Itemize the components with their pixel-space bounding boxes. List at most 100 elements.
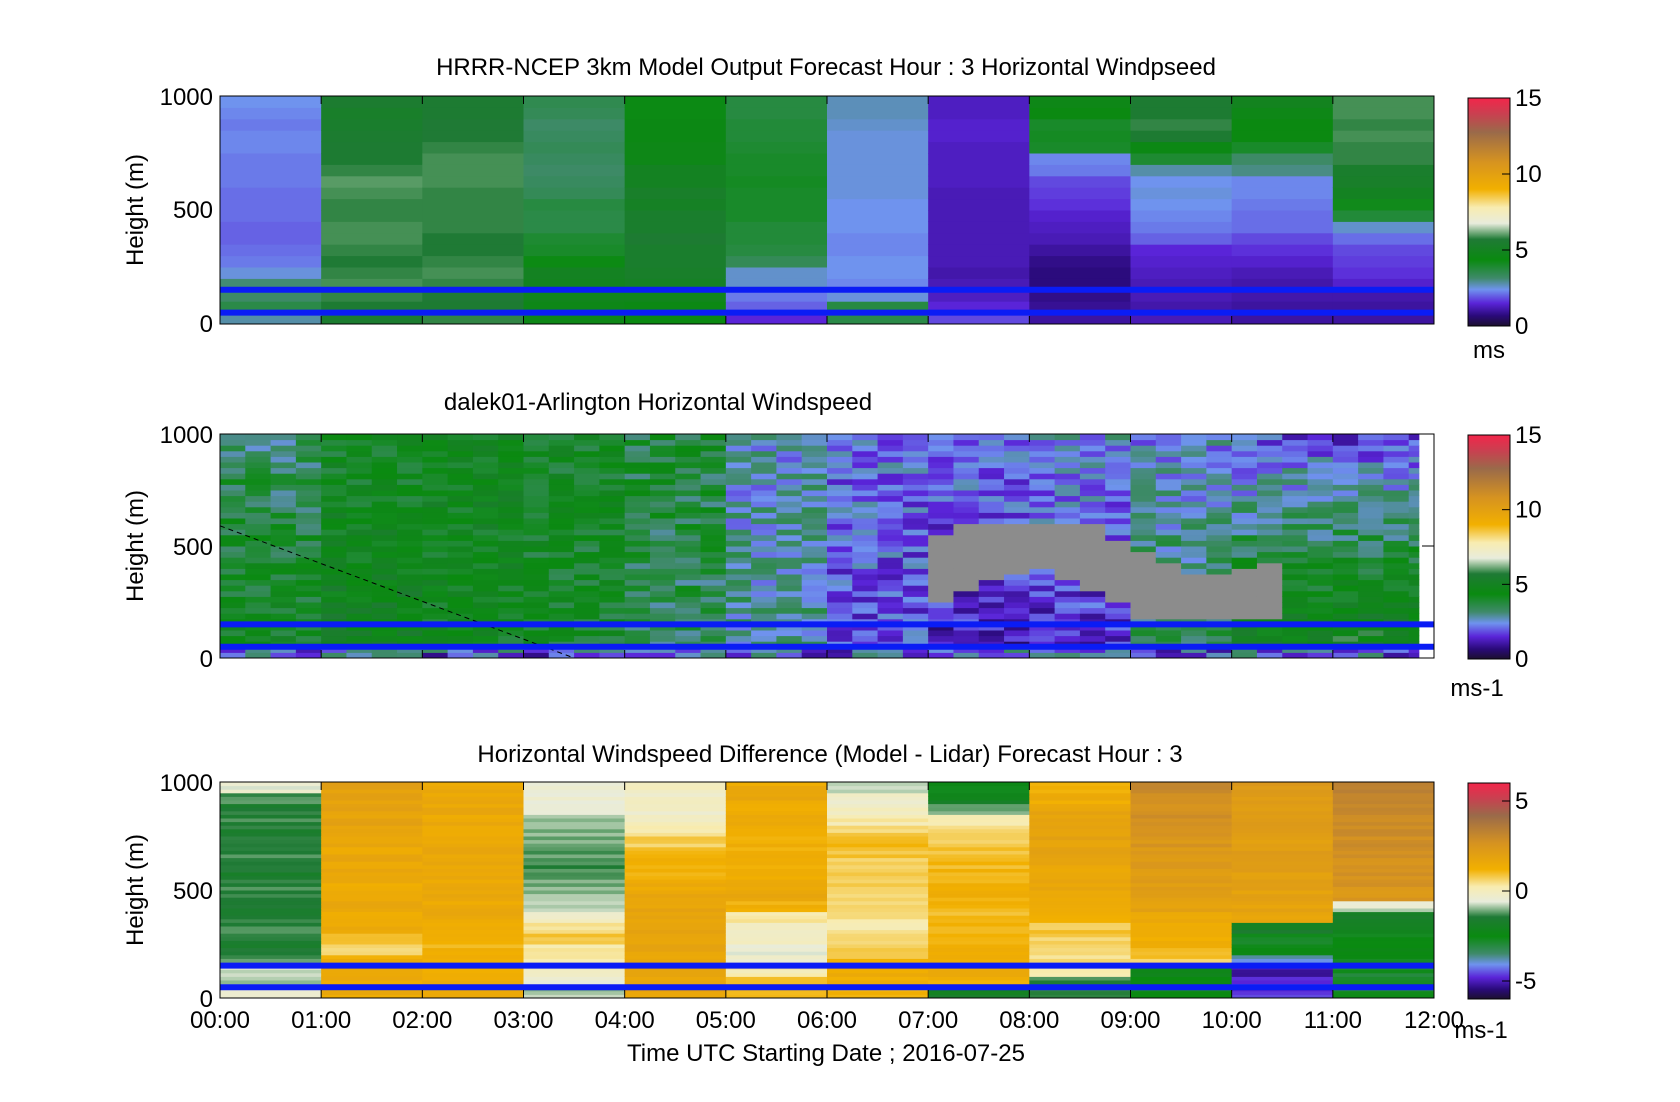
heatmap-cell xyxy=(220,546,246,553)
heatmap-cell xyxy=(624,972,727,977)
heatmap-cell xyxy=(422,854,524,859)
heatmap-cell xyxy=(725,501,752,508)
heatmap-cell xyxy=(1155,613,1182,620)
heatmap-cell xyxy=(371,456,398,463)
heatmap-cell xyxy=(548,467,575,474)
heatmap-cell xyxy=(1332,951,1434,956)
heatmap-cell xyxy=(776,579,803,586)
heatmap-cell xyxy=(675,579,702,586)
heatmap-cell xyxy=(1231,484,1258,491)
heatmap-cell xyxy=(852,602,879,609)
heatmap-cell xyxy=(1332,301,1434,314)
heatmap-cell xyxy=(574,635,600,642)
heatmap-cell xyxy=(599,562,626,569)
heatmap-cell xyxy=(1358,613,1384,620)
heatmap-cell xyxy=(422,990,524,995)
heatmap-cell xyxy=(295,484,322,491)
heatmap-cell xyxy=(472,574,499,581)
heatmap-cell xyxy=(1307,473,1334,480)
heatmap-cell xyxy=(295,518,322,525)
heatmap-cell xyxy=(776,450,803,457)
heatmap-cell xyxy=(1130,861,1233,866)
heatmap-cell xyxy=(220,210,322,222)
heatmap-cell xyxy=(1231,868,1334,873)
heatmap-cell xyxy=(220,255,322,268)
heatmap-cell xyxy=(978,602,1005,609)
heatmap-cell xyxy=(624,484,651,491)
heatmap-cell xyxy=(725,807,828,812)
heatmap-cell xyxy=(245,546,272,553)
heatmap-cell xyxy=(725,118,828,131)
heatmap-cell xyxy=(321,439,347,446)
heatmap-cell xyxy=(599,518,626,525)
heatmap-cell xyxy=(725,972,828,977)
heatmap-cell xyxy=(321,897,423,902)
heatmap-cell xyxy=(624,607,651,614)
heatmap-cell xyxy=(649,630,676,637)
heatmap-cell xyxy=(928,990,1030,995)
heatmap-cell xyxy=(548,574,575,581)
heatmap-cell xyxy=(978,473,1005,480)
heatmap-cell xyxy=(928,836,1030,841)
heatmap-cell xyxy=(1231,462,1258,469)
heatmap-cell xyxy=(220,164,322,177)
heatmap-cell xyxy=(1332,130,1434,143)
heatmap-cell xyxy=(928,473,954,480)
heatmap-cell xyxy=(827,607,853,614)
heatmap-cell xyxy=(1332,810,1434,815)
heatmap-cell xyxy=(220,936,322,941)
heatmap-cell xyxy=(422,534,449,541)
heatmap-cell xyxy=(1408,596,1420,603)
heatmap-cell xyxy=(1130,807,1233,812)
heatmap-cell xyxy=(574,518,600,525)
heatmap-cell xyxy=(1332,187,1434,200)
heatmap-cell xyxy=(902,529,929,536)
heatmap-cell xyxy=(523,994,626,998)
heatmap-cell xyxy=(1332,836,1434,841)
heatmap-cell xyxy=(220,918,322,923)
heatmap-cell xyxy=(1332,501,1359,508)
heatmap-cell xyxy=(1181,506,1207,513)
heatmap-cell xyxy=(1332,624,1359,631)
heatmap-cell xyxy=(1206,473,1233,480)
heatmap-cell xyxy=(928,130,1030,143)
heatmap-cell xyxy=(498,534,524,541)
heatmap-cell xyxy=(346,557,373,564)
heatmap-cell xyxy=(928,807,1030,812)
heatmap-cell xyxy=(928,506,954,513)
heatmap-cell xyxy=(1307,607,1334,614)
heatmap-cell xyxy=(321,803,423,808)
heatmap-cell xyxy=(1029,141,1131,154)
heatmap-cell xyxy=(371,574,398,581)
heatmap-cell xyxy=(1358,590,1384,597)
heatmap-cell xyxy=(827,785,929,790)
heatmap-cell xyxy=(725,198,828,211)
heatmap-cell xyxy=(397,450,423,457)
heatmap-cell xyxy=(1079,635,1106,642)
heatmap-cell xyxy=(624,613,651,620)
heatmap-cell xyxy=(1231,944,1334,949)
heatmap-cell xyxy=(1332,529,1359,536)
heatmap-cell xyxy=(371,602,398,609)
heatmap-cell xyxy=(472,518,499,525)
heatmap-cell xyxy=(928,976,1030,981)
heatmap-cell xyxy=(599,523,626,530)
heatmap-cell xyxy=(877,590,904,597)
heatmap-cell xyxy=(1206,635,1233,642)
heatmap-cell xyxy=(624,825,727,830)
heatmap-cell xyxy=(523,450,550,457)
heatmap-cell xyxy=(1332,868,1434,873)
heatmap-cell xyxy=(270,445,297,452)
heatmap-cell xyxy=(1054,518,1081,525)
heatmap-cell xyxy=(852,462,879,469)
heatmap-cell xyxy=(1130,289,1233,302)
heatmap-cell xyxy=(1256,518,1283,525)
heatmap-cell xyxy=(295,546,322,553)
heatmap-cell xyxy=(1282,462,1309,469)
heatmap-cell xyxy=(827,792,929,797)
heatmap-cell xyxy=(1332,785,1434,790)
heatmap-cell xyxy=(1358,546,1384,553)
panel-model-title: HRRR-NCEP 3km Model Output Forecast Hour… xyxy=(436,54,1216,81)
heatmap-cell xyxy=(827,994,929,998)
heatmap-cell xyxy=(321,886,423,891)
